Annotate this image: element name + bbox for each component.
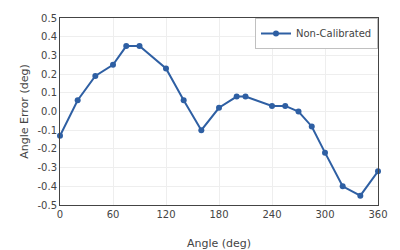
svg-text:0.5: 0.5 <box>41 13 57 24</box>
svg-text:Non-Calibrated: Non-Calibrated <box>296 28 371 39</box>
svg-text:0.0: 0.0 <box>41 106 57 117</box>
svg-text:-0.1: -0.1 <box>37 125 57 136</box>
svg-text:180: 180 <box>209 209 228 220</box>
svg-text:0.4: 0.4 <box>41 31 57 42</box>
svg-text:-0.3: -0.3 <box>37 162 57 173</box>
svg-text:-0.2: -0.2 <box>37 143 57 154</box>
svg-text:120: 120 <box>156 209 175 220</box>
svg-text:Angle (deg): Angle (deg) <box>187 237 251 250</box>
svg-text:0.3: 0.3 <box>41 50 57 61</box>
svg-text:-0.4: -0.4 <box>37 181 57 192</box>
svg-text:0: 0 <box>57 209 63 220</box>
svg-text:60: 60 <box>107 209 120 220</box>
svg-text:0.1: 0.1 <box>41 87 57 98</box>
svg-text:-0.5: -0.5 <box>37 200 57 211</box>
svg-text:300: 300 <box>315 209 334 220</box>
svg-text:360: 360 <box>368 209 387 220</box>
svg-text:0.2: 0.2 <box>41 69 57 80</box>
svg-text:240: 240 <box>262 209 281 220</box>
svg-text:Angle Error (deg): Angle Error (deg) <box>18 64 31 158</box>
